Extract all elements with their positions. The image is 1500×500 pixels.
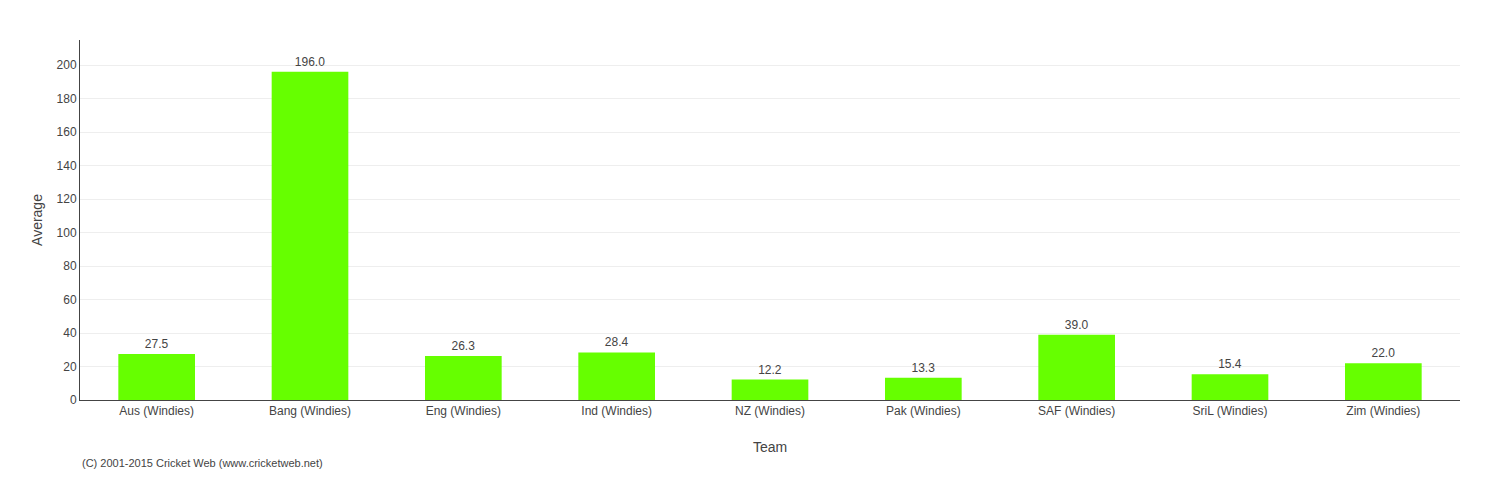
svg-text:22.0: 22.0 — [1371, 346, 1395, 360]
svg-text:39.0: 39.0 — [1065, 318, 1089, 332]
svg-text:Pak (Windies): Pak (Windies) — [886, 404, 961, 418]
svg-text:0: 0 — [70, 393, 77, 407]
svg-text:200: 200 — [57, 58, 77, 72]
svg-text:15.4: 15.4 — [1218, 357, 1242, 371]
svg-text:12.2: 12.2 — [758, 363, 782, 377]
svg-text:100: 100 — [57, 226, 77, 240]
svg-text:160: 160 — [57, 125, 77, 139]
svg-text:Zim (Windies): Zim (Windies) — [1346, 404, 1420, 418]
svg-text:196.0: 196.0 — [295, 55, 325, 69]
svg-text:28.4: 28.4 — [605, 335, 629, 349]
svg-text:140: 140 — [57, 159, 77, 173]
svg-text:80: 80 — [63, 259, 77, 273]
svg-text:Team: Team — [753, 439, 787, 455]
svg-text:Eng (Windies): Eng (Windies) — [426, 404, 501, 418]
svg-text:20: 20 — [63, 360, 77, 374]
svg-text:40: 40 — [63, 326, 77, 340]
svg-text:27.5: 27.5 — [145, 337, 169, 351]
svg-text:SriL (Windies): SriL (Windies) — [1193, 404, 1268, 418]
svg-text:13.3: 13.3 — [911, 361, 935, 375]
svg-text:Ind (Windies): Ind (Windies) — [581, 404, 652, 418]
svg-text:Aus (Windies): Aus (Windies) — [119, 404, 194, 418]
svg-text:26.3: 26.3 — [451, 339, 475, 353]
svg-text:180: 180 — [57, 92, 77, 106]
svg-text:120: 120 — [57, 192, 77, 206]
svg-text:(C) 2001-2015 Cricket Web (www: (C) 2001-2015 Cricket Web (www.cricketwe… — [82, 457, 323, 469]
svg-text:SAF (Windies): SAF (Windies) — [1038, 404, 1115, 418]
svg-text:NZ (Windies): NZ (Windies) — [735, 404, 805, 418]
svg-text:Average: Average — [29, 194, 45, 246]
svg-text:Bang (Windies): Bang (Windies) — [269, 404, 351, 418]
svg-text:60: 60 — [63, 293, 77, 307]
